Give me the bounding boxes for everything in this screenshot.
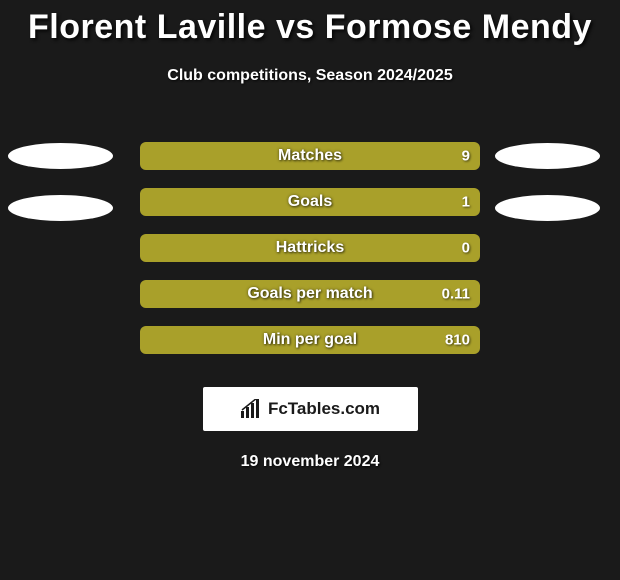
stat-bar: Min per goal810: [140, 326, 480, 354]
stat-bar: Matches9: [140, 142, 480, 170]
stats-container: Matches9 Goals1 Hattricks0 Goals per match0…: [0, 133, 620, 363]
stat-bar-fill: [140, 234, 480, 262]
stat-bar-fill: [140, 280, 480, 308]
stat-row: Matches9: [0, 133, 620, 179]
stat-bar-fill: [140, 142, 480, 170]
side-ellipse-left: [8, 143, 113, 169]
site-logo[interactable]: FcTables.com: [203, 387, 418, 431]
stat-row: Min per goal810: [0, 317, 620, 363]
subtitle: Club competitions, Season 2024/2025: [0, 67, 620, 85]
page-title: Florent Laville vs Formose Mendy: [0, 0, 620, 47]
side-ellipse-left: [8, 195, 113, 221]
side-ellipse-right: [495, 195, 600, 221]
stat-bar: Goals per match0.11: [140, 280, 480, 308]
stat-bar-fill: [140, 188, 480, 216]
stat-row: Goals per match0.11: [0, 271, 620, 317]
stat-row: Goals1: [0, 179, 620, 225]
stat-bar: Goals1: [140, 188, 480, 216]
stat-bar-fill: [140, 326, 480, 354]
stat-bar: Hattricks0: [140, 234, 480, 262]
site-logo-text: FcTables.com: [268, 399, 380, 419]
bar-chart-icon: [240, 399, 262, 419]
stat-row: Hattricks0: [0, 225, 620, 271]
date-label: 19 november 2024: [0, 453, 620, 471]
side-ellipse-right: [495, 143, 600, 169]
